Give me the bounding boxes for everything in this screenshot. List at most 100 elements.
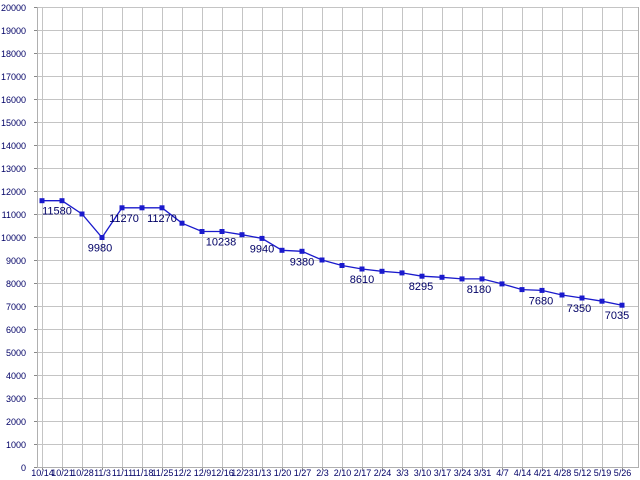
data-point-marker — [199, 229, 205, 234]
data-point-marker — [159, 205, 165, 211]
y-tick-label: 11000 — [2, 210, 26, 220]
x-tick-label: 12/23 — [231, 468, 254, 478]
x-tick-label: 10/21 — [51, 468, 74, 478]
x-tick-label: 2/17 — [354, 468, 372, 478]
x-tick-label: 5/26 — [614, 468, 632, 478]
x-tick-label: 1/20 — [274, 468, 292, 478]
y-tick-label: 16000 — [1, 95, 26, 105]
point-value-label: 8610 — [350, 274, 374, 286]
x-tick-label: 3/10 — [414, 468, 432, 478]
x-tick-label: 3/31 — [474, 468, 492, 478]
y-tick-label: 0 — [21, 463, 26, 473]
y-tick-label: 6000 — [6, 325, 26, 335]
point-value-label: 9380 — [290, 256, 314, 268]
data-point-marker — [259, 235, 265, 241]
x-tick-label: 12/16 — [211, 468, 234, 478]
point-value-label: 7680 — [529, 295, 553, 307]
point-labels: 11580 9980 11270 11270 10238 9940 9380 8610 8295… — [42, 206, 629, 323]
gridlines — [37, 7, 639, 468]
data-point-marker — [399, 270, 405, 276]
x-tick-label: 3/17 — [434, 468, 452, 478]
data-point-marker — [139, 205, 145, 211]
data-point-marker — [539, 287, 545, 293]
point-value-label: 10238 — [206, 237, 237, 249]
x-tick-label: 12/2 — [174, 468, 192, 478]
x-tick-label: 11/25 — [152, 468, 174, 478]
data-point-marker — [79, 211, 85, 217]
data-point-marker — [279, 247, 285, 253]
y-tick-label: 19000 — [1, 26, 26, 36]
x-tick-label: 11/18 — [132, 468, 154, 478]
y-tick-label: 17000 — [1, 72, 26, 82]
data-point-marker — [39, 198, 45, 204]
point-value-label: 11270 — [147, 213, 177, 225]
x-tick-label: 5/19 — [594, 468, 612, 478]
data-point-marker — [99, 235, 105, 240]
y-tick-label: 9000 — [6, 256, 26, 266]
point-value-label: 8295 — [409, 281, 433, 293]
x-tick-label: 4/7 — [496, 468, 509, 478]
data-point-marker — [339, 263, 345, 268]
x-tick-label: 1/27 — [294, 468, 312, 478]
y-tick-label: 12000 — [1, 187, 26, 197]
x-tick-label: 4/14 — [514, 468, 532, 478]
y-tick-label: 10000 — [1, 233, 26, 243]
x-tick-label: 4/21 — [534, 468, 552, 478]
data-point-marker — [519, 287, 525, 293]
data-point-marker — [179, 220, 185, 226]
data-point-marker — [479, 276, 485, 282]
x-tick-label: 4/28 — [554, 468, 572, 478]
data-point-marker — [459, 276, 465, 282]
plot-border — [37, 7, 639, 468]
y-tick-label: 7000 — [6, 302, 26, 312]
y-tick-label: 15000 — [1, 118, 26, 128]
point-value-label: 9980 — [88, 243, 112, 255]
data-point-marker — [119, 205, 125, 211]
data-point-marker — [59, 198, 65, 204]
data-point-marker — [219, 229, 225, 234]
data-point-marker — [359, 266, 365, 272]
x-tick-label: 2/3 — [316, 468, 329, 478]
data-point-marker — [579, 295, 585, 301]
x-tick-label: 1/13 — [254, 468, 272, 478]
series-markers — [39, 198, 625, 308]
data-point-marker — [559, 292, 565, 298]
data-point-marker — [619, 302, 625, 308]
x-tick-label: 3/24 — [454, 468, 472, 478]
y-tick-label: 5000 — [6, 348, 26, 358]
y-tick-label: 14000 — [1, 141, 26, 151]
point-value-label: 8180 — [467, 284, 491, 296]
x-tick-label: 11/11 — [112, 468, 133, 478]
data-point-marker — [299, 248, 305, 254]
x-tick-label: 2/24 — [374, 468, 392, 478]
x-tick-label: 2/10 — [334, 468, 352, 478]
data-point-marker — [239, 232, 245, 238]
x-tick-label: 3/3 — [396, 468, 409, 478]
data-point-marker — [319, 257, 325, 263]
point-value-label: 11580 — [42, 206, 72, 218]
x-tick-label: 12/9 — [194, 468, 212, 478]
y-axis-tick-labels: 0 1000 2000 3000 4000 5000 6000 7000 8000 9000 100… — [1, 3, 26, 473]
x-tick-label: 5/12 — [574, 468, 592, 478]
data-point-marker — [379, 268, 385, 274]
y-tick-label: 3000 — [6, 394, 26, 404]
x-tick-label: 10/14 — [31, 468, 54, 478]
point-value-label: 7035 — [605, 310, 629, 322]
y-tick-label: 2000 — [6, 417, 26, 427]
y-tick-label: 20000 — [1, 3, 26, 13]
x-tick-label: 10/28 — [71, 468, 94, 478]
y-tick-label: 1000 — [6, 440, 26, 450]
point-value-label: 11270 — [109, 213, 139, 225]
data-point-marker — [439, 274, 445, 280]
y-tick-label: 8000 — [6, 279, 26, 289]
data-point-marker — [419, 273, 425, 279]
data-point-marker — [599, 298, 605, 304]
y-tick-label: 13000 — [1, 164, 26, 174]
series-line — [42, 200, 623, 306]
point-value-label: 9940 — [250, 243, 274, 255]
data-point-marker — [499, 281, 505, 287]
